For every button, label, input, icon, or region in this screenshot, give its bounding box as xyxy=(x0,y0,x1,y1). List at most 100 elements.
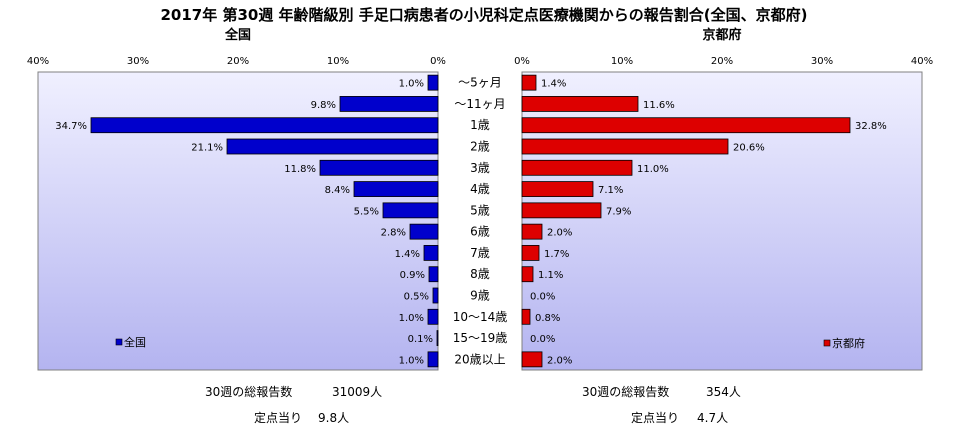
right-bar xyxy=(521,74,537,91)
left-bar-value-label: 5.5% xyxy=(354,206,379,217)
category-label: 8歳 xyxy=(470,267,490,281)
left-panel-title: 全国 xyxy=(224,28,251,43)
category-label: 3歳 xyxy=(470,161,490,175)
left-bar xyxy=(436,330,439,346)
legend-right-label: 京都府 xyxy=(832,336,865,350)
left-bar-value-label: 11.8% xyxy=(284,164,316,175)
right-x-tick-label: 20% xyxy=(711,56,733,67)
right-total-reports-value: 354人 xyxy=(706,385,741,399)
chart-title: 2017年 第30週 年齢階級別 手足口病患者の小児科定点医療機関からの報告割合… xyxy=(160,6,808,24)
left-bar xyxy=(427,74,439,91)
left-x-tick-label: 10% xyxy=(327,56,349,67)
left-bar xyxy=(428,266,439,283)
category-label: 10～14歳 xyxy=(453,310,508,324)
right-bar xyxy=(521,202,602,219)
category-label: 1歳 xyxy=(470,118,490,132)
category-label: 5歳 xyxy=(470,203,490,217)
right-panel-title: 京都府 xyxy=(702,28,742,43)
left-bar xyxy=(423,245,439,261)
category-label: ～11ヶ月 xyxy=(454,97,505,111)
category-label: ～5ヶ月 xyxy=(458,76,502,90)
left-bar-value-label: 2.8% xyxy=(381,228,406,239)
left-bars: 1.0% 9.8% 34.7% 21.1% 11.8% 8.4% 5.5%2.8% 1.4% 0… xyxy=(55,74,439,368)
right-x-tick-label: 40% xyxy=(911,56,933,67)
left-bar xyxy=(226,138,439,155)
right-bar-value-label: 1.7% xyxy=(544,249,569,260)
category-label: 9歳 xyxy=(470,289,490,303)
right-total-reports-label: 30週の総報告数 xyxy=(582,385,670,399)
left-plot-area xyxy=(37,71,439,371)
left-x-tick-label: 30% xyxy=(127,56,149,67)
left-bar xyxy=(382,202,439,219)
right-per-site-label: 定点当り xyxy=(631,411,680,425)
left-bar-value-label: 1.0% xyxy=(399,355,424,366)
left-bar xyxy=(432,287,439,304)
left-x-tick-label: 40% xyxy=(27,56,49,67)
left-per-site-label: 定点当り xyxy=(254,411,303,425)
right-bar-value-label: 0.8% xyxy=(535,313,560,324)
legend-right-swatch xyxy=(823,339,831,347)
left-x-tick-label: 0% xyxy=(430,56,446,67)
right-bar xyxy=(521,245,540,261)
category-label: 2歳 xyxy=(470,140,490,154)
left-bar-value-label: 0.1% xyxy=(408,334,433,345)
right-bar xyxy=(521,159,633,176)
right-bar-value-label: 7.9% xyxy=(606,206,631,217)
right-bar-value-label: 11.6% xyxy=(643,100,675,111)
legend-left: 全国 xyxy=(115,335,146,349)
right-bar xyxy=(521,223,543,240)
right-bar xyxy=(521,308,531,325)
right-per-site-value: 4.7人 xyxy=(697,411,729,425)
left-total-reports-label: 30週の総報告数 xyxy=(205,385,293,399)
left-bar xyxy=(353,181,439,197)
right-plot-area xyxy=(521,71,923,371)
left-bar xyxy=(427,351,439,368)
right-bar-value-label: 20.6% xyxy=(733,143,765,154)
left-bar xyxy=(339,96,439,112)
right-bar-value-label: 1.1% xyxy=(538,270,563,281)
legend-left-swatch xyxy=(115,338,123,346)
left-bar-value-label: 34.7% xyxy=(55,121,87,132)
right-x-tick-label: 30% xyxy=(811,56,833,67)
left-bar-value-label: 0.5% xyxy=(404,292,429,303)
left-bar-value-label: 9.8% xyxy=(311,100,336,111)
right-bar-value-label: 0.0% xyxy=(530,292,555,303)
left-bar xyxy=(90,117,439,134)
left-x-axis: 0% 10% 20% 30% 40% xyxy=(27,56,446,67)
category-labels: ～5ヶ月 ～11ヶ月 1歳 2歳 3歳 4歳 5歳 6歳 7歳 8歳 9歳 10～14歳 15～19歳 2… xyxy=(453,76,508,367)
category-label: 4歳 xyxy=(470,182,490,196)
left-bar-value-label: 1.0% xyxy=(399,79,424,90)
right-bar xyxy=(521,351,543,368)
right-bar xyxy=(521,96,639,112)
right-x-tick-label: 0% xyxy=(514,56,530,67)
right-bar xyxy=(521,138,729,155)
left-bar-value-label: 1.0% xyxy=(399,313,424,324)
left-total-reports-value: 31009人 xyxy=(332,385,383,399)
category-label: 20歳以上 xyxy=(454,352,505,366)
category-label: 6歳 xyxy=(470,225,490,239)
left-bar-value-label: 21.1% xyxy=(191,143,223,154)
right-bars: 1.4% 11.6% 32.8% 20.6% 11.0% 7.1% 7.9% 2.0% 1.7%… xyxy=(521,74,887,368)
left-bar xyxy=(319,159,439,176)
left-bar-value-label: 8.4% xyxy=(325,185,350,196)
left-x-tick-label: 20% xyxy=(227,56,249,67)
right-x-axis: 0% 10% 20% 30% 40% xyxy=(514,56,933,67)
right-bar-value-label: 2.0% xyxy=(547,228,572,239)
left-bar xyxy=(409,223,439,240)
category-label: 15～19歳 xyxy=(453,331,508,345)
right-bar-value-label: 11.0% xyxy=(637,164,669,175)
left-bar-value-label: 0.9% xyxy=(400,270,425,281)
left-per-site-value: 9.8人 xyxy=(318,411,350,425)
right-bar-value-label: 1.4% xyxy=(541,79,566,90)
category-label: 7歳 xyxy=(470,246,490,260)
right-bar-value-label: 2.0% xyxy=(547,355,572,366)
right-bar-value-label: 7.1% xyxy=(598,185,623,196)
legend-right: 京都府 xyxy=(823,336,865,350)
left-bar-value-label: 1.4% xyxy=(395,249,420,260)
right-x-tick-label: 10% xyxy=(611,56,633,67)
right-bar xyxy=(521,181,594,197)
right-bar-value-label: 32.8% xyxy=(855,121,887,132)
left-bar xyxy=(427,308,439,325)
legend-left-label: 全国 xyxy=(124,335,146,349)
